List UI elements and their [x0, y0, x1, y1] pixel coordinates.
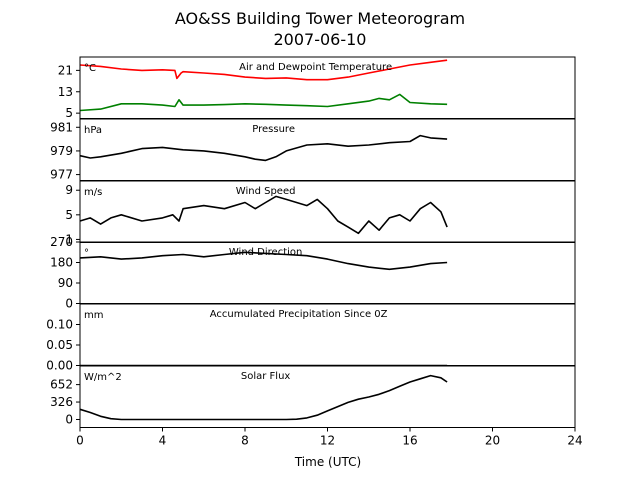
y-tick-label-solar: 652: [50, 378, 73, 392]
panel-title-temp: Air and Dewpoint Temperature: [239, 62, 392, 73]
y-tick-label-precip: 0.05: [46, 338, 73, 352]
chart-title: AO&SS Building Tower Meteorogram: [175, 9, 465, 28]
x-tick-label: 16: [402, 434, 417, 448]
x-tick-label: 8: [241, 434, 249, 448]
x-axis-label: Time (UTC): [294, 455, 361, 469]
y-tick-label-wind_speed: 9: [65, 183, 73, 197]
panel-wind_dir: 0 90 180 270 ° Wind Direction: [50, 235, 576, 311]
y-tick-label-wind_dir: 270: [50, 235, 73, 249]
y-tick-label-pressure: 979: [50, 144, 73, 158]
y-tick-label-wind_speed: 5: [65, 208, 73, 222]
panel-wind_speed: 1 5 9 m/s Wind Speed: [65, 180, 576, 246]
x-tick-label: 0: [76, 434, 84, 448]
y-tick-label-precip: 0.10: [46, 318, 73, 332]
panel-frame-wind_speed: [79, 180, 576, 243]
y-tick-label-solar: 0: [65, 412, 73, 426]
y-tick-label-solar: 326: [50, 395, 73, 409]
panel-frame-wind_dir: [79, 241, 576, 304]
y-tick-label-temp: 13: [58, 85, 73, 99]
panel-title-pressure: Pressure: [252, 124, 295, 135]
y-tick-label-pressure: 977: [50, 168, 73, 182]
unit-label-solar: W/m^2: [84, 372, 122, 383]
unit-label-temp: °C: [84, 63, 96, 74]
y-tick-label-wind_dir: 90: [58, 276, 73, 290]
series-line-temp-dewpoint-temperature: [79, 93, 448, 112]
panel-title-wind_dir: Wind Direction: [229, 247, 303, 258]
unit-label-precip: mm: [84, 310, 103, 321]
panel-frame-pressure: [79, 118, 576, 181]
series-line-solar-solar-flux: [79, 374, 448, 421]
series-line-wind_dir-wind-direction: [79, 251, 448, 271]
panel-title-wind_speed: Wind Speed: [236, 186, 296, 197]
panel-solar: 0 326 652 W/m^2 Solar Flux: [50, 365, 576, 428]
panel-title-solar: Solar Flux: [241, 371, 291, 382]
series-line-wind_speed-wind-speed: [79, 195, 448, 235]
y-tick-label-pressure: 981: [50, 120, 73, 134]
unit-label-wind_dir: °: [84, 248, 89, 259]
y-tick-label-wind_dir: 0: [65, 297, 73, 311]
unit-label-wind_speed: m/s: [84, 187, 102, 198]
x-axis: 0 4 8 12 16 20 24: [76, 427, 583, 448]
y-tick-label-precip: 0.00: [46, 359, 73, 373]
panel-precip: 0.00 0.05 0.10 mm Accumulated Precipitation …: [46, 303, 576, 373]
panel-title-precip: Accumulated Precipitation Since 0Z: [210, 309, 388, 320]
x-tick-label: 20: [485, 434, 500, 448]
series-line-temp-air-temperature: [79, 59, 448, 81]
panel-pressure: 977 979 981 hPa Pressure: [50, 118, 576, 182]
y-tick-label-wind_dir: 180: [50, 256, 73, 270]
chart-subtitle: 2007-06-10: [274, 30, 367, 49]
x-tick-label: 12: [320, 434, 335, 448]
series-line-pressure-pressure: [79, 134, 448, 162]
y-tick-label-wind_speed: 1: [65, 232, 73, 246]
unit-label-pressure: hPa: [84, 125, 102, 136]
panel-temp: 5 13 21 °C Air and Dewpoint Temperature: [58, 56, 576, 120]
x-tick-label: 24: [567, 434, 582, 448]
x-tick-label: 4: [159, 434, 167, 448]
panel-frame-solar: [79, 365, 576, 428]
y-tick-label-temp: 21: [58, 63, 73, 77]
y-tick-label-temp: 5: [65, 106, 73, 120]
